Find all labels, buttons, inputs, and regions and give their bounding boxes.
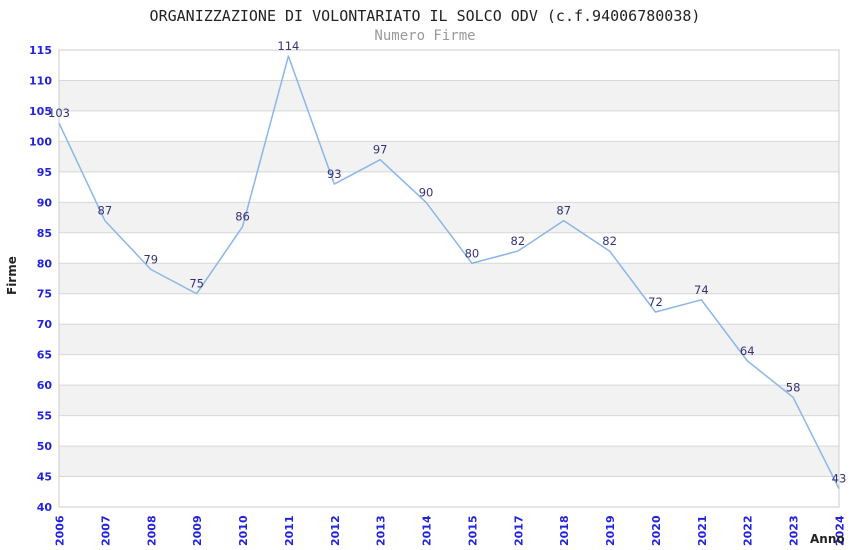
x-tick-label: 2007 bbox=[99, 515, 112, 546]
x-tick-label: 2021 bbox=[696, 515, 709, 546]
data-point-label: 75 bbox=[189, 277, 204, 291]
data-point-label: 82 bbox=[511, 234, 526, 248]
data-point-label: 72 bbox=[648, 295, 663, 309]
data-point-label: 90 bbox=[419, 185, 434, 199]
y-tick-label: 105 bbox=[29, 105, 52, 118]
chart-subtitle: Numero Firme bbox=[374, 28, 476, 44]
chart-line bbox=[58, 55, 840, 490]
y-tick-label: 45 bbox=[37, 471, 52, 484]
data-point-label: 103 bbox=[48, 106, 70, 120]
x-tick-label: 2014 bbox=[421, 515, 434, 546]
data-point-label: 79 bbox=[143, 252, 158, 266]
plot-band bbox=[59, 324, 839, 355]
x-tick-label: 2024 bbox=[834, 515, 847, 546]
x-tick-label: 2010 bbox=[237, 515, 250, 546]
y-tick-label: 55 bbox=[37, 410, 52, 423]
data-point-label: 58 bbox=[786, 380, 801, 394]
plot-band bbox=[59, 141, 839, 172]
plot-band bbox=[59, 385, 839, 416]
x-tick-label: 2018 bbox=[558, 515, 571, 546]
y-tick-label: 110 bbox=[29, 74, 52, 87]
x-tick-label: 2012 bbox=[329, 515, 342, 546]
plot-band bbox=[59, 80, 839, 111]
x-axis-title: Anno bbox=[810, 532, 845, 546]
plot-band bbox=[59, 446, 839, 477]
x-tick-label: 2015 bbox=[466, 515, 479, 546]
x-tick-label: 2019 bbox=[604, 515, 617, 546]
y-tick-label: 60 bbox=[37, 379, 53, 392]
x-tick-label: 2009 bbox=[191, 515, 204, 546]
data-point-label: 114 bbox=[277, 39, 299, 53]
x-tick-label: 2017 bbox=[512, 515, 525, 546]
data-point-label: 86 bbox=[235, 210, 250, 224]
y-tick-label: 100 bbox=[29, 135, 52, 148]
x-tick-label: 2022 bbox=[742, 515, 755, 546]
y-tick-label: 75 bbox=[37, 288, 52, 301]
data-point-label: 87 bbox=[98, 204, 113, 218]
y-tick-label: 80 bbox=[37, 257, 53, 270]
x-tick-label: 2006 bbox=[54, 515, 67, 546]
y-tick-label: 50 bbox=[37, 440, 53, 453]
plot-band bbox=[59, 263, 839, 294]
data-point-label: 74 bbox=[694, 283, 709, 297]
plot-border bbox=[58, 49, 840, 508]
data-point-label: 43 bbox=[832, 472, 847, 486]
x-tick-label: 2011 bbox=[283, 515, 296, 546]
y-axis-title: Firme bbox=[5, 256, 19, 295]
y-tick-label: 65 bbox=[37, 349, 52, 362]
y-tick-label: 90 bbox=[37, 196, 53, 209]
data-point-label: 80 bbox=[465, 246, 480, 260]
x-tick-label: 2023 bbox=[788, 515, 801, 546]
x-tick-label: 2013 bbox=[375, 515, 388, 546]
data-point-label: 64 bbox=[740, 344, 755, 358]
x-tick-label: 2008 bbox=[145, 515, 158, 546]
y-tick-label: 70 bbox=[37, 318, 53, 331]
y-tick-label: 115 bbox=[29, 44, 52, 57]
plot-band bbox=[59, 202, 839, 233]
x-tick-label: 2020 bbox=[650, 515, 663, 546]
data-point-label: 97 bbox=[373, 143, 388, 157]
y-tick-label: 40 bbox=[37, 501, 53, 514]
data-point-label: 82 bbox=[602, 234, 617, 248]
chart-title: ORGANIZZAZIONE DI VOLONTARIATO IL SOLCO … bbox=[149, 7, 701, 25]
data-point-label: 87 bbox=[556, 204, 571, 218]
data-point-label: 93 bbox=[327, 167, 342, 181]
y-tick-label: 95 bbox=[37, 166, 52, 179]
y-tick-label: 85 bbox=[37, 227, 52, 240]
